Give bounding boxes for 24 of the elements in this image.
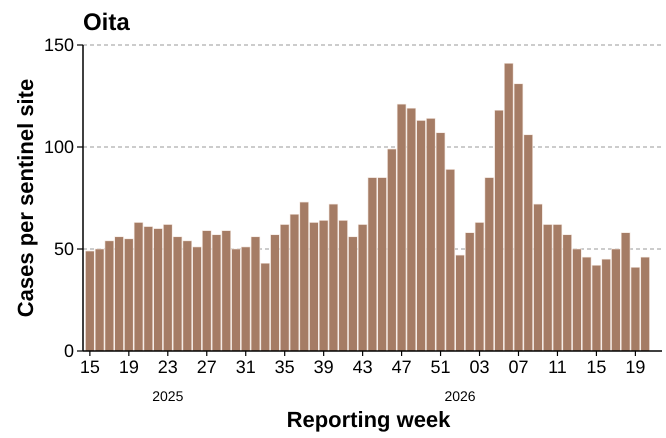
x-tick-label: 51: [430, 357, 451, 377]
y-tick-label: 50: [54, 239, 74, 259]
x-tick-label: 15: [586, 357, 606, 377]
y-tick-label: 0: [64, 341, 74, 361]
x-tick-label: 43: [352, 357, 373, 377]
x-axis-title: Reporting week: [286, 407, 452, 432]
y-tick-label: 100: [44, 137, 74, 157]
x-tick-label: 19: [118, 357, 139, 377]
x-tick-label: 03: [470, 357, 490, 377]
x-tick-label: 07: [508, 357, 529, 377]
x-tick-label: 23: [158, 357, 178, 377]
text: 2025: [152, 388, 184, 404]
x-tick-label: 27: [196, 357, 217, 377]
x-tick-label: 35: [274, 357, 295, 377]
chart-title: Oita: [83, 9, 130, 36]
x-tick-label: 39: [314, 357, 334, 377]
x-tick-label: 47: [392, 357, 412, 377]
text: 2026: [444, 388, 476, 404]
y-axis-title: Cases per sentinel site: [13, 78, 38, 318]
x-tick-label: 11: [548, 357, 567, 377]
y-tick-label: 150: [44, 35, 74, 55]
x-tick-label: 15: [80, 357, 100, 377]
x-tick-label: 19: [625, 357, 646, 377]
x-tick-label: 31: [236, 357, 256, 377]
